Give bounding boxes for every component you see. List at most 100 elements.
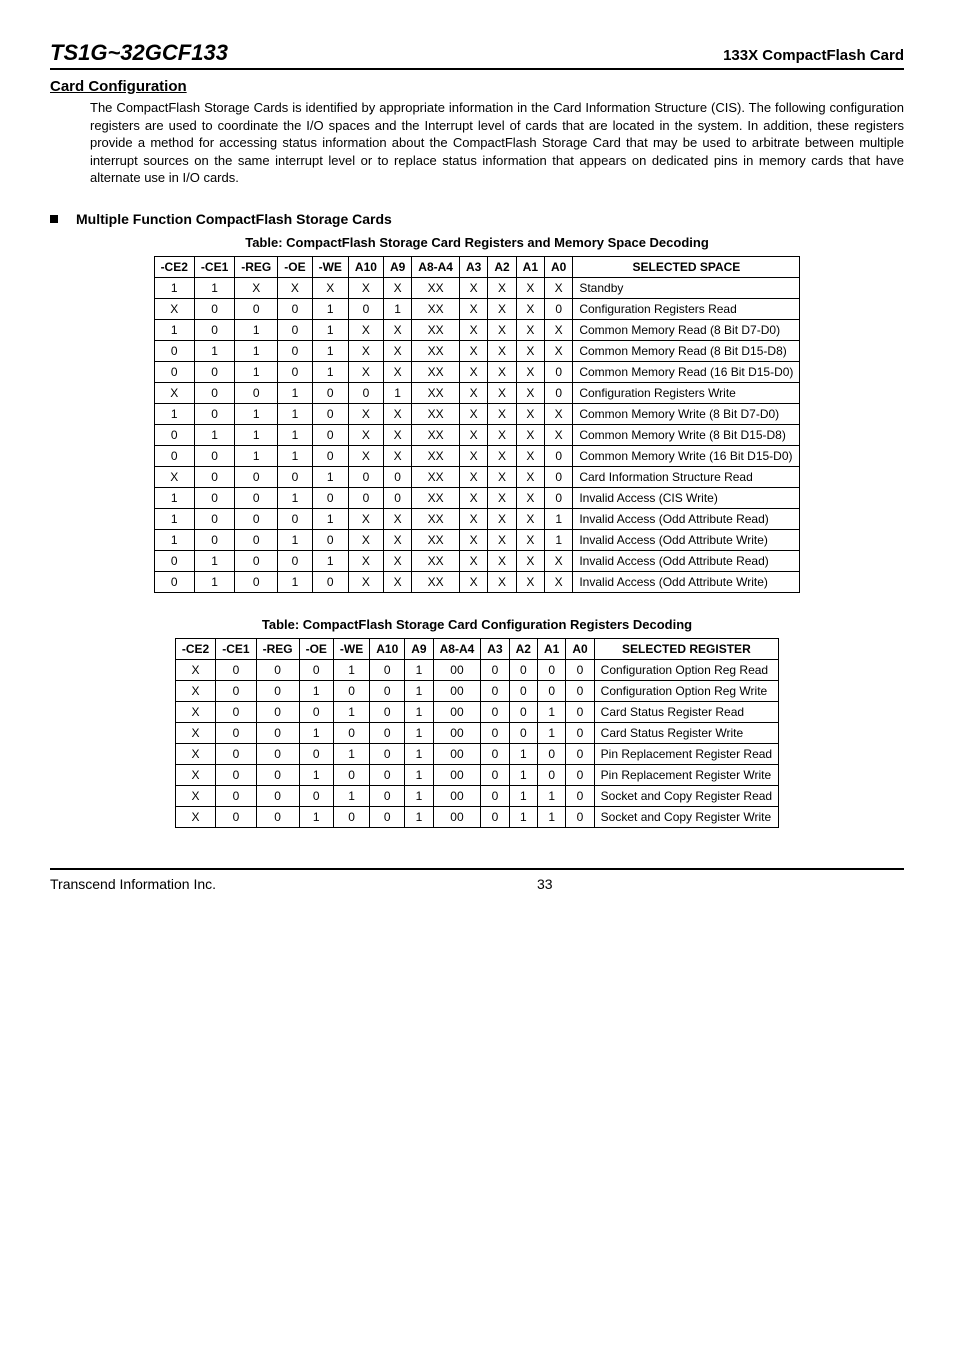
table-cell: XX — [412, 466, 460, 487]
table-cell: 1 — [405, 659, 433, 680]
table-cell: XX — [412, 550, 460, 571]
table-row: 01001XXXXXXXXInvalid Access (Odd Attribu… — [154, 550, 800, 571]
table-cell: 0 — [235, 529, 278, 550]
table-cell: 0 — [509, 659, 537, 680]
table-cell: 0 — [312, 571, 348, 592]
table-cell: 0 — [481, 701, 509, 722]
table-cell: X — [516, 487, 544, 508]
table-cell: 1 — [278, 424, 312, 445]
table-cell: 0 — [481, 806, 509, 827]
section-body: The CompactFlash Storage Cards is identi… — [90, 99, 904, 187]
table-cell: 1 — [278, 487, 312, 508]
table-cell: 0 — [312, 403, 348, 424]
table-cell: 0 — [333, 806, 369, 827]
table-cell: 1 — [194, 571, 234, 592]
table-cell: Card Status Register Read — [594, 701, 778, 722]
table-cell: 0 — [154, 445, 194, 466]
table-cell: X — [348, 277, 383, 298]
table-cell: 1 — [312, 319, 348, 340]
table-cell: Invalid Access (Odd Attribute Write) — [573, 529, 800, 550]
table-cell: 0 — [333, 722, 369, 743]
table-cell: 0 — [299, 701, 333, 722]
table-cell: 0 — [370, 785, 405, 806]
table-cell: 0 — [256, 806, 299, 827]
table-cell: XX — [412, 424, 460, 445]
table-cell: Configuration Option Reg Read — [594, 659, 778, 680]
table-cell: 1 — [235, 403, 278, 424]
table-cell: XX — [412, 571, 460, 592]
table-cell: XX — [412, 277, 460, 298]
table-cell: 0 — [545, 466, 573, 487]
table-cell: Socket and Copy Register Write — [594, 806, 778, 827]
table-cell: X — [488, 424, 516, 445]
table-cell: X — [488, 550, 516, 571]
table-cell: 1 — [194, 277, 234, 298]
table-cell: 0 — [566, 680, 594, 701]
table-cell: 1 — [154, 319, 194, 340]
table-cell: X — [459, 403, 487, 424]
table-cell: X — [516, 424, 544, 445]
footer-company: Transcend Information Inc. — [50, 876, 417, 892]
table-cell: 1 — [299, 806, 333, 827]
table-row: X001001XXXXX0Configuration Registers Wri… — [154, 382, 800, 403]
table-cell: X — [383, 424, 411, 445]
table-cell: 0 — [509, 722, 537, 743]
table-cell: 0 — [278, 361, 312, 382]
table-row: X000100XXXXX0Card Information Structure … — [154, 466, 800, 487]
table-row: X000101000010Card Status Register Read — [175, 701, 778, 722]
table-cell: X — [488, 298, 516, 319]
table-row: 01101XXXXXXXXCommon Memory Read (8 Bit D… — [154, 340, 800, 361]
table-cell: 1 — [154, 508, 194, 529]
table-cell: X — [488, 340, 516, 361]
table-cell: 1 — [333, 785, 369, 806]
table-cell: 0 — [481, 680, 509, 701]
table-cell: X — [383, 445, 411, 466]
table-cell: X — [278, 277, 312, 298]
table-header-cell: A10 — [348, 256, 383, 277]
table-cell: 0 — [235, 550, 278, 571]
table-cell: X — [175, 806, 215, 827]
table-cell: X — [459, 319, 487, 340]
table-cell: X — [383, 319, 411, 340]
table-cell: 1 — [405, 764, 433, 785]
table-cell: Configuration Option Reg Write — [594, 680, 778, 701]
table-cell: 1 — [405, 743, 433, 764]
table-cell: X — [459, 571, 487, 592]
table-cell: Invalid Access (Odd Attribute Read) — [573, 508, 800, 529]
table-cell: 0 — [278, 508, 312, 529]
table-row: 01110XXXXXXXXCommon Memory Write (8 Bit … — [154, 424, 800, 445]
table-cell: Invalid Access (Odd Attribute Write) — [573, 571, 800, 592]
table-cell: X — [459, 382, 487, 403]
table-cell: X — [545, 550, 573, 571]
table-header-cell: SELECTED REGISTER — [594, 638, 778, 659]
table-row: X001001000010Card Status Register Write — [175, 722, 778, 743]
table-cell: 0 — [154, 550, 194, 571]
table-cell: 1 — [278, 529, 312, 550]
table-row: 00110XXXXXXX0Common Memory Write (16 Bit… — [154, 445, 800, 466]
table-cell: 0 — [566, 785, 594, 806]
table-row: 10110XXXXXXXXCommon Memory Write (8 Bit … — [154, 403, 800, 424]
table-cell: 0 — [370, 722, 405, 743]
table-cell: 1 — [299, 764, 333, 785]
table-cell: X — [175, 764, 215, 785]
table-cell: 0 — [194, 382, 234, 403]
table-cell: 0 — [194, 298, 234, 319]
table-cell: 1 — [405, 701, 433, 722]
table-cell: X — [488, 445, 516, 466]
table-header-cell: A3 — [481, 638, 509, 659]
table-cell: X — [383, 508, 411, 529]
table-cell: 1 — [509, 806, 537, 827]
table-header-cell: -CE1 — [216, 638, 256, 659]
table-row: 10001XXXXXXX1Invalid Access (Odd Attribu… — [154, 508, 800, 529]
table-cell: 1 — [509, 743, 537, 764]
table-cell: Pin Replacement Register Read — [594, 743, 778, 764]
table-cell: 1 — [405, 785, 433, 806]
table-cell: Card Information Structure Read — [573, 466, 800, 487]
table-cell: 00 — [433, 785, 481, 806]
table-cell: X — [175, 722, 215, 743]
table-cell: 1 — [333, 701, 369, 722]
product-code: TS1G~32GCF133 — [50, 40, 228, 66]
table-cell: 0 — [278, 340, 312, 361]
table-cell: 0 — [312, 424, 348, 445]
table-header-cell: A8-A4 — [412, 256, 460, 277]
